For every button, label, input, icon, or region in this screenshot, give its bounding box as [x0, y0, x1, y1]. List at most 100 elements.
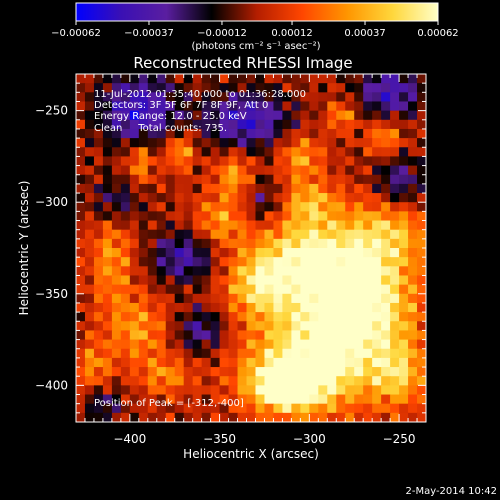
heatmap-cell: [192, 302, 203, 313]
heatmap-cell: [273, 147, 284, 158]
heatmap-cell: [399, 83, 409, 93]
heatmap-cell: [345, 165, 355, 176]
heatmap-cell: [111, 394, 122, 405]
heatmap-cell: [399, 110, 409, 121]
heatmap-cell: [363, 284, 373, 295]
heatmap-cell: [111, 156, 122, 167]
heatmap-cell: [327, 248, 337, 258]
heatmap-cell: [291, 220, 301, 231]
heatmap-cell: [318, 110, 328, 121]
heatmap-cell: [273, 412, 284, 422]
heatmap-cell: [345, 193, 355, 203]
heatmap-cell: [228, 193, 239, 203]
heatmap-cell: [111, 128, 122, 139]
heatmap-cell: [255, 74, 266, 84]
heatmap-cell: [291, 284, 301, 295]
heatmap-cell: [273, 339, 284, 350]
heatmap-cell: [381, 165, 391, 176]
heatmap-cell: [76, 92, 86, 103]
heatmap-cell: [336, 266, 346, 277]
heatmap-cell: [264, 110, 275, 121]
heatmap-cell: [228, 202, 239, 212]
heatmap-cell: [129, 412, 140, 422]
heatmap-cell: [345, 275, 355, 286]
heatmap-cell: [291, 348, 301, 359]
heatmap-cell: [273, 238, 284, 249]
heatmap-cell: [318, 367, 328, 377]
heatmap-cell: [273, 183, 284, 194]
heatmap-cell: [327, 312, 337, 322]
heatmap-cell: [309, 211, 319, 222]
heatmap-cell: [111, 339, 122, 350]
heatmap-cell: [147, 165, 158, 176]
heatmap-cell: [183, 101, 194, 112]
heatmap-cell: [363, 183, 373, 194]
heatmap-cell: [237, 138, 248, 148]
heatmap-cell: [327, 220, 337, 231]
heatmap-cell: [363, 202, 373, 212]
heatmap-cell: [264, 257, 275, 267]
heatmap-cell: [390, 119, 400, 130]
heatmap-cell: [147, 284, 158, 295]
heatmap-cell: [76, 138, 86, 148]
heatmap-cell: [300, 376, 310, 386]
heatmap-cell: [228, 321, 239, 332]
heatmap-cell: [318, 357, 328, 368]
heatmap-cell: [165, 165, 176, 176]
heatmap-cell: [84, 348, 95, 359]
heatmap-cell: [201, 229, 212, 240]
heatmap-cell: [372, 266, 382, 277]
heatmap-cell: [237, 165, 248, 176]
heatmap-cell: [246, 147, 257, 158]
heatmap-cell: [300, 101, 310, 112]
heatmap-cell: [138, 110, 149, 121]
heatmap-cell: [309, 83, 319, 93]
heatmap-cell: [219, 156, 230, 167]
heatmap-cell: [363, 229, 373, 240]
heatmap-cell: [174, 284, 185, 295]
heatmap-cell: [273, 257, 284, 267]
heatmap-cell: [273, 74, 284, 84]
heatmap-cell: [336, 412, 346, 422]
annotation-line-3: Energy Range: 12.0 - 25.0 keV: [94, 111, 247, 122]
heatmap-cell: [291, 302, 301, 313]
heatmap-cell: [210, 119, 221, 130]
heatmap-cell: [309, 357, 319, 368]
heatmap-cell: [327, 376, 337, 386]
heatmap-cell: [84, 266, 95, 277]
heatmap-cell: [408, 302, 418, 313]
heatmap-cell: [300, 275, 310, 286]
heatmap-cell: [372, 119, 382, 130]
heatmap-cell: [255, 202, 266, 212]
heatmap-cell: [345, 385, 355, 396]
heatmap-cell: [318, 119, 328, 130]
heatmap-cell: [165, 257, 176, 267]
heatmap-cell: [399, 257, 409, 267]
heatmap-cell: [219, 376, 230, 386]
heatmap-cell: [282, 202, 292, 212]
heatmap-cell: [273, 302, 284, 313]
heatmap-cell: [165, 403, 176, 414]
heatmap-cell: [264, 101, 275, 112]
heatmap-cell: [102, 312, 113, 322]
heatmap-cell: [417, 211, 426, 222]
heatmap-cell: [372, 147, 382, 158]
heatmap-cell: [372, 202, 382, 212]
heatmap-cell: [354, 312, 364, 322]
heatmap-cell: [282, 229, 292, 240]
heatmap-cell: [399, 220, 409, 231]
heatmap-cell: [237, 211, 248, 222]
heatmap-cell: [372, 376, 382, 386]
heatmap-cell: [390, 229, 400, 240]
heatmap-cell: [192, 156, 203, 167]
heatmap-cell: [255, 275, 266, 286]
heatmap-cell: [354, 110, 364, 121]
heatmap-cell: [210, 357, 221, 368]
heatmap-cell: [282, 220, 292, 231]
heatmap-cell: [390, 202, 400, 212]
heatmap-cell: [390, 394, 400, 405]
heatmap-cell: [255, 266, 266, 277]
heatmap-cell: [138, 394, 149, 405]
heatmap-cell: [165, 202, 176, 212]
heatmap-cell: [147, 302, 158, 313]
